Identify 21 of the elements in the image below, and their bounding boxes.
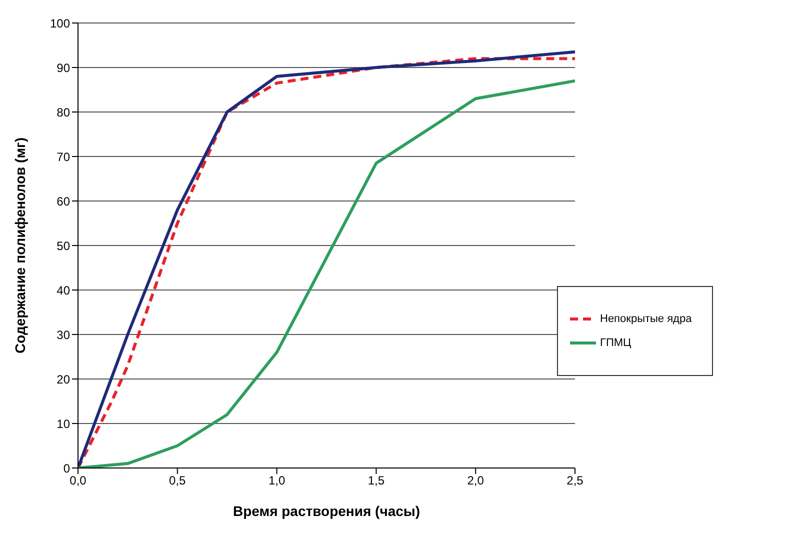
y-tick-label: 100 [50, 16, 70, 30]
y-tick-label: 80 [56, 105, 70, 120]
legend-label: ГПМЦ [600, 336, 632, 348]
y-tick-label: 60 [56, 194, 70, 208]
x-tick-label: 0,0 [70, 474, 87, 488]
x-axis-title: Время растворения (часы) [232, 503, 420, 519]
x-tick-label: 1,0 [268, 474, 286, 488]
y-tick-label: 40 [56, 283, 70, 298]
x-tick-label: 1,5 [368, 474, 385, 488]
y-tick-label: 70 [56, 150, 70, 164]
legend-label: Непокрытые ядра [600, 312, 692, 324]
y-tick-label: 10 [56, 416, 70, 431]
y-tick-label: 50 [56, 238, 70, 253]
y-tick-label: 20 [56, 372, 70, 386]
x-tick-label: 2,5 [566, 474, 584, 488]
y-tick-label: 90 [56, 60, 70, 75]
y-tick-label: 30 [56, 328, 70, 342]
x-tick-label: 0,5 [169, 474, 186, 488]
x-tick-label: 2,0 [467, 474, 484, 488]
y-tick-label: 0 [63, 461, 70, 476]
y-axis-title: Содержание полифенолов (мг) [12, 137, 28, 354]
